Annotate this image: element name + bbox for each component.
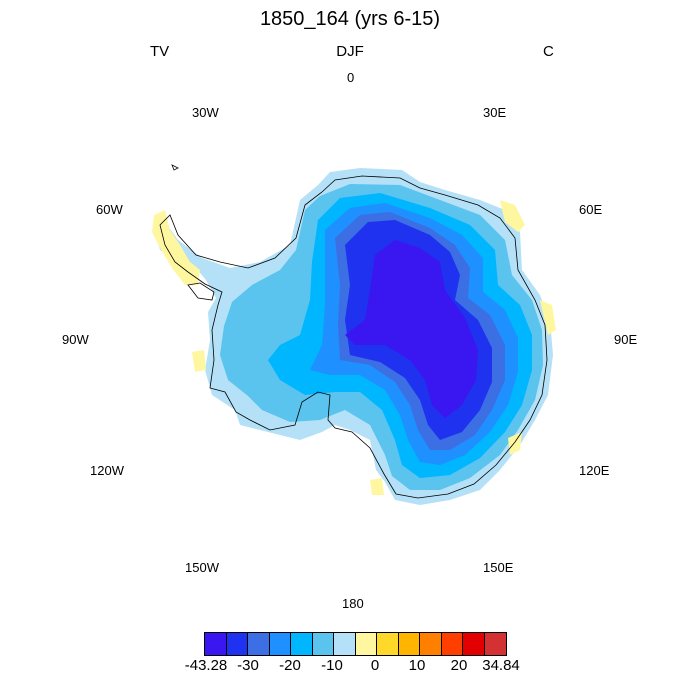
contour-band-min: [345, 240, 478, 418]
colorbar-swatch: [484, 633, 506, 655]
colorbar-label: 34.84: [482, 657, 520, 674]
colorbar-swatch: [205, 633, 227, 655]
lon-label-60w: 60W: [96, 202, 123, 217]
lon-label-90e: 90E: [614, 332, 638, 347]
variable-label: TV: [150, 43, 170, 60]
season-label: DJF: [336, 43, 364, 60]
lon-label-180: 180: [342, 596, 364, 611]
coastline: [159, 164, 548, 499]
colorbar-swatch: [334, 633, 356, 655]
colorbar-label: -10: [321, 657, 343, 674]
colorbar-label: -20: [279, 657, 301, 674]
positive-patch-ross: [370, 478, 384, 495]
map-title: 1850_164 (yrs 6-15): [259, 8, 441, 30]
colorbar-swatch: [226, 633, 248, 655]
positive-patch-east: [540, 300, 556, 335]
lon-label-30w: 30W: [192, 105, 219, 120]
colorbar-swatch: [463, 633, 485, 655]
colorbar-swatch: [398, 633, 420, 655]
positive-patch-southeast: [508, 432, 522, 455]
colorbar-label: -43.28: [184, 657, 228, 674]
colorbar: [204, 632, 507, 656]
positive-patch-westcoast: [192, 350, 206, 372]
colorbar-swatch: [355, 633, 377, 655]
positive-patch-peninsula: [152, 210, 200, 285]
field-shading: [152, 168, 556, 505]
colorbar-label: 10: [408, 657, 426, 674]
colorbar-swatch: [291, 633, 313, 655]
colorbar-swatch: [312, 633, 334, 655]
lon-label-30e: 30E: [483, 105, 507, 120]
lon-label-120e: 120E: [579, 463, 610, 478]
lon-label-60e: 60E: [579, 202, 603, 217]
colorbar-swatch: [269, 633, 291, 655]
units-label: C: [543, 43, 554, 60]
colorbar-label: 20: [450, 657, 468, 674]
colorbar-swatch: [420, 633, 442, 655]
lon-label-120w: 120W: [90, 463, 124, 478]
colorbar-swatch: [377, 633, 399, 655]
colorbar-label: 0: [370, 657, 380, 674]
positive-patch-northeast: [500, 200, 525, 232]
lon-label-0: 0: [347, 70, 355, 85]
colorbar-label: -30: [237, 657, 259, 674]
lon-label-150w: 150W: [185, 560, 219, 575]
lon-label-90w: 90W: [62, 332, 89, 347]
lon-label-150e: 150E: [483, 560, 514, 575]
colorbar-swatch: [441, 633, 463, 655]
colorbar-swatch: [248, 633, 270, 655]
